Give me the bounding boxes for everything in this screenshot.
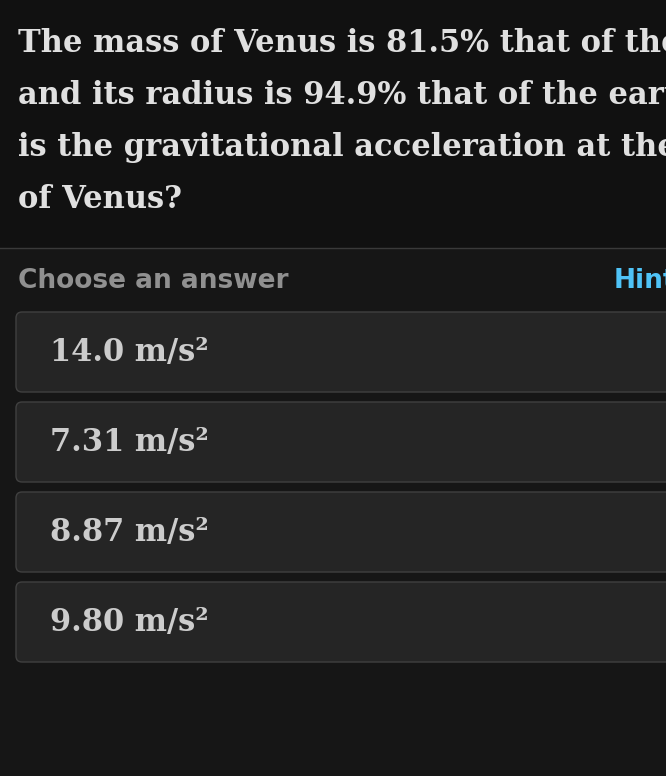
FancyBboxPatch shape [16,312,666,392]
FancyBboxPatch shape [16,582,666,662]
Text: 14.0 m/s²: 14.0 m/s² [50,337,208,368]
Text: 7.31 m/s²: 7.31 m/s² [50,427,208,458]
Text: of Venus?: of Venus? [18,184,182,215]
Text: The mass of Venus is 81.5% that of the earth,: The mass of Venus is 81.5% that of the e… [18,28,666,59]
FancyBboxPatch shape [0,248,666,776]
Text: 9.80 m/s²: 9.80 m/s² [50,607,208,638]
Text: Choose an answer: Choose an answer [18,268,288,294]
Text: and its radius is 94.9% that of the earth. What: and its radius is 94.9% that of the eart… [18,80,666,111]
Text: 8.87 m/s²: 8.87 m/s² [50,517,208,548]
FancyBboxPatch shape [16,492,666,572]
Text: is the gravitational acceleration at the surface: is the gravitational acceleration at the… [18,132,666,163]
Text: Hint: Hint [613,268,666,294]
FancyBboxPatch shape [16,402,666,482]
